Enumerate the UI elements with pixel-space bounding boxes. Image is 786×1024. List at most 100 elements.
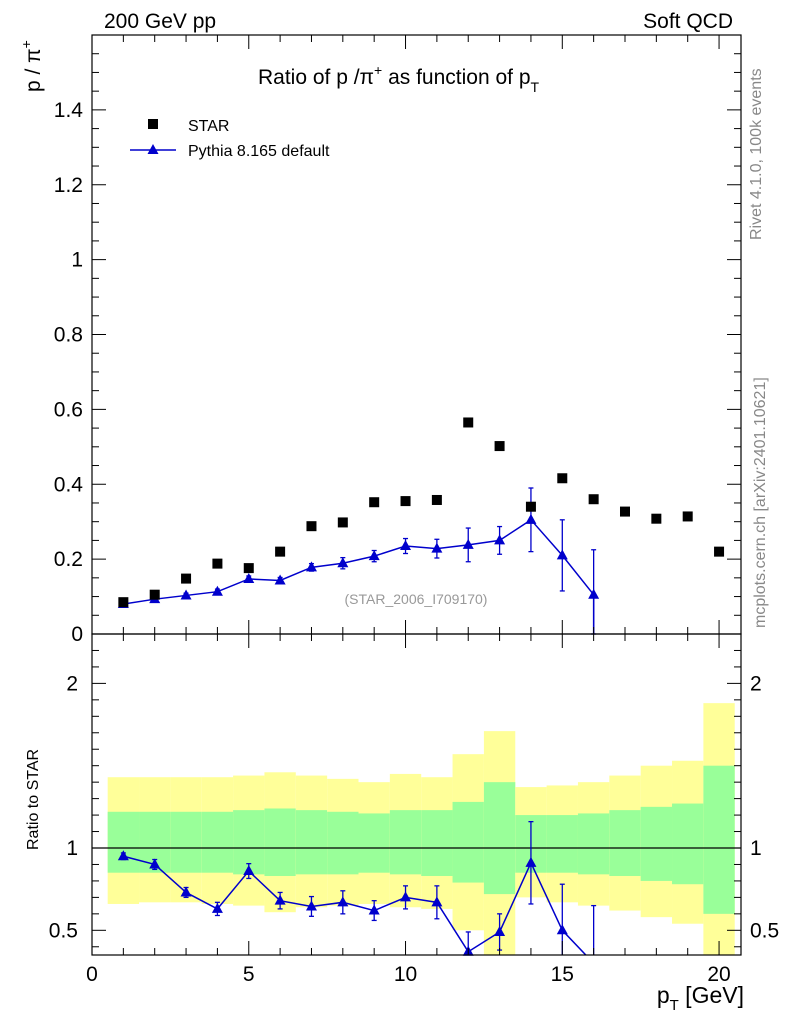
y-tick-label-4: 0.6 <box>54 398 83 421</box>
band-inner-8 <box>327 811 359 875</box>
legend-mc-marker <box>147 144 159 154</box>
mc-point-7 <box>305 561 317 572</box>
x-tick-label-3: 10 <box>394 963 417 986</box>
star-point-7 <box>306 521 317 532</box>
ratio-point-6 <box>274 894 286 905</box>
ratio-point-10 <box>400 891 412 902</box>
legend: STAR Pythia 8.165 default <box>130 118 330 160</box>
ratio-tick-label-left-3: 2 <box>66 672 78 695</box>
y-tick-label-1: 0 <box>71 623 83 646</box>
band-inner-3 <box>170 811 202 873</box>
band-inner-16 <box>577 813 610 875</box>
star-point-17 <box>619 506 630 517</box>
ratio-tick-label-right-2: 1 <box>750 837 762 860</box>
band-inner-20 <box>703 765 735 914</box>
ratio-point-8 <box>337 896 349 907</box>
mc-point-10 <box>400 540 412 551</box>
y-tick-label-6: 1 <box>71 249 83 272</box>
band-inner-6 <box>264 808 296 876</box>
star-point-3 <box>181 573 192 584</box>
star-point-19 <box>682 511 693 522</box>
star-point-9 <box>369 497 380 508</box>
mc-point-4 <box>211 585 223 596</box>
ratio-point-3 <box>180 886 192 897</box>
mc-point-16 <box>588 588 600 599</box>
star-point-1 <box>118 597 129 608</box>
star-point-12 <box>463 417 474 428</box>
mc-point-12 <box>462 538 474 549</box>
y-tick-label-2: 0.2 <box>54 548 83 571</box>
mc-point-14 <box>525 513 537 524</box>
axes: 0 5 10 15 20 0 0.2 0.4 0.6 0.8 1 1.2 1.4 0.5 0.5 1 1 2 2 <box>49 34 779 986</box>
mc-point-3 <box>180 589 192 600</box>
mc-series-line <box>123 518 595 605</box>
mc-point-13 <box>494 534 506 545</box>
analysis-watermark: (STAR_2006_I709170) <box>345 591 488 607</box>
star-point-10 <box>400 496 411 507</box>
ratio-y-axis-label: Ratio to STAR <box>25 749 42 850</box>
star-point-6 <box>275 546 286 557</box>
ratio-point-7 <box>305 900 317 911</box>
y-axis-label: p / π+ <box>18 40 45 92</box>
ratio-tick-label-left-1: 0.5 <box>49 919 78 942</box>
star-point-11 <box>431 494 442 505</box>
band-inner-18 <box>640 806 673 881</box>
band-inner-9 <box>358 813 390 873</box>
star-point-20 <box>714 546 725 557</box>
ratio-point-2 <box>149 858 161 869</box>
band-inner-19 <box>672 803 704 885</box>
ratio-uncertainty-bands <box>107 703 735 955</box>
star-point-16 <box>588 494 599 505</box>
band-inner-12 <box>452 801 484 883</box>
ratio-point-9 <box>368 904 380 915</box>
svg-text:p / π+: p / π+ <box>18 40 45 92</box>
ratio-point-5 <box>243 865 255 876</box>
y-tick-label-8: 1.4 <box>54 99 84 122</box>
ratio-point-15 <box>556 924 568 935</box>
ratio-point-1 <box>117 850 129 861</box>
x-tick-label-2: 5 <box>243 963 255 986</box>
x-axis-label: pT [GeV] <box>657 982 744 1014</box>
chart-title: Ratio of p /π+ as function of pT <box>258 62 540 95</box>
band-inner-11 <box>421 810 453 876</box>
star-point-4 <box>212 558 223 569</box>
band-inner-13 <box>483 782 516 895</box>
star-point-18 <box>651 513 662 524</box>
mc-point-9 <box>368 550 380 561</box>
ratio-series <box>117 821 597 956</box>
header-right: Soft QCD <box>643 10 733 33</box>
band-inner-7 <box>295 810 328 875</box>
rivet-label: Rivet 4.1.0, 100k events <box>748 68 765 240</box>
header-left: 200 GeV pp <box>104 10 216 33</box>
band-inner-17 <box>609 810 641 876</box>
ratio-point-11 <box>431 896 443 907</box>
ratio-tick-label-right-3: 2 <box>750 672 762 695</box>
ratio-point-13 <box>494 925 506 936</box>
band-inner-15 <box>546 815 578 873</box>
x-tick-label-4: 15 <box>551 963 574 986</box>
ratio-series-line <box>123 855 587 955</box>
y-tick-label-5: 0.8 <box>54 324 83 347</box>
star-point-2 <box>149 589 160 600</box>
star-point-13 <box>494 441 505 452</box>
legend-star-marker <box>148 119 158 129</box>
ratio-frame <box>91 633 742 956</box>
mc-point-11 <box>431 542 443 553</box>
band-inner-10 <box>389 810 422 875</box>
mc-point-5 <box>243 572 255 583</box>
x-tick-label-5: 20 <box>707 963 730 986</box>
y-tick-label-7: 1.2 <box>54 174 83 197</box>
ratio-tick-label-right-1: 0.5 <box>750 919 779 942</box>
star-point-5 <box>243 563 254 574</box>
mc-point-6 <box>274 574 286 585</box>
main-series <box>117 417 725 635</box>
legend-mc-label: Pythia 8.165 default <box>188 143 330 160</box>
mc-point-8 <box>337 557 349 568</box>
star-point-8 <box>337 517 348 528</box>
ratio-tick-label-left-2: 1 <box>66 837 78 860</box>
legend-star-label: STAR <box>188 118 229 135</box>
x-tick-label-1: 0 <box>86 963 98 986</box>
ratio-point-14 <box>525 856 537 867</box>
mcplots-label: mcplots.cern.ch [arXiv:2401.10621] <box>752 377 769 628</box>
